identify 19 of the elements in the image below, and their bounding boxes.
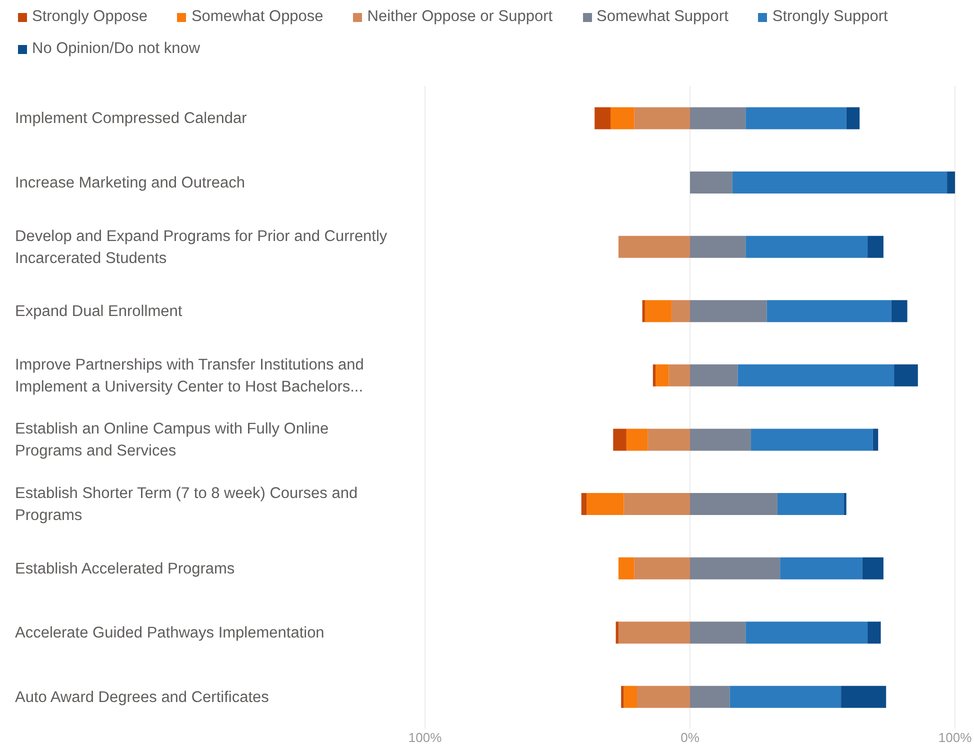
x-tick-label: 100%: [938, 730, 972, 746]
y-tick-label: Improve Partnerships with Transfer Institutions and Implement a University Center to Host Bachelors...: [15, 356, 364, 395]
y-tick-label: Auto Award Degrees and Certificates: [15, 688, 270, 706]
legend-label: Strongly Support: [772, 8, 888, 26]
y-tick-label: Establish Accelerated Programs: [15, 560, 235, 577]
x-tick-label: 0%: [680, 730, 700, 746]
legend-label: Somewhat Support: [596, 8, 728, 26]
x-tick-label: 100%: [408, 730, 442, 746]
legend-label: Neither Oppose or Support: [367, 8, 553, 26]
y-tick-label: Accelerate Guided Pathways Implementation: [15, 624, 324, 642]
y-tick-label: Implement Compressed Calendar: [15, 110, 247, 127]
legend-label: Strongly Oppose: [32, 8, 148, 26]
legend-label: Somewhat Oppose: [191, 8, 324, 26]
y-tick-label: Develop and Expand Programs for Prior and Currently Incarcerated Students: [15, 227, 388, 266]
y-tick-label: Establish Shorter Term (7 to 8 week) Courses and Programs: [15, 484, 358, 524]
y-tick-label: Increase Marketing and Outreach: [15, 174, 246, 191]
legend-label: No Opinion/Do not know: [32, 40, 200, 58]
y-tick-label: Expand Dual Enrollment: [15, 302, 183, 320]
y-tick-label: Establish an Online Campus with Fully Online Programs and Services: [15, 420, 329, 460]
